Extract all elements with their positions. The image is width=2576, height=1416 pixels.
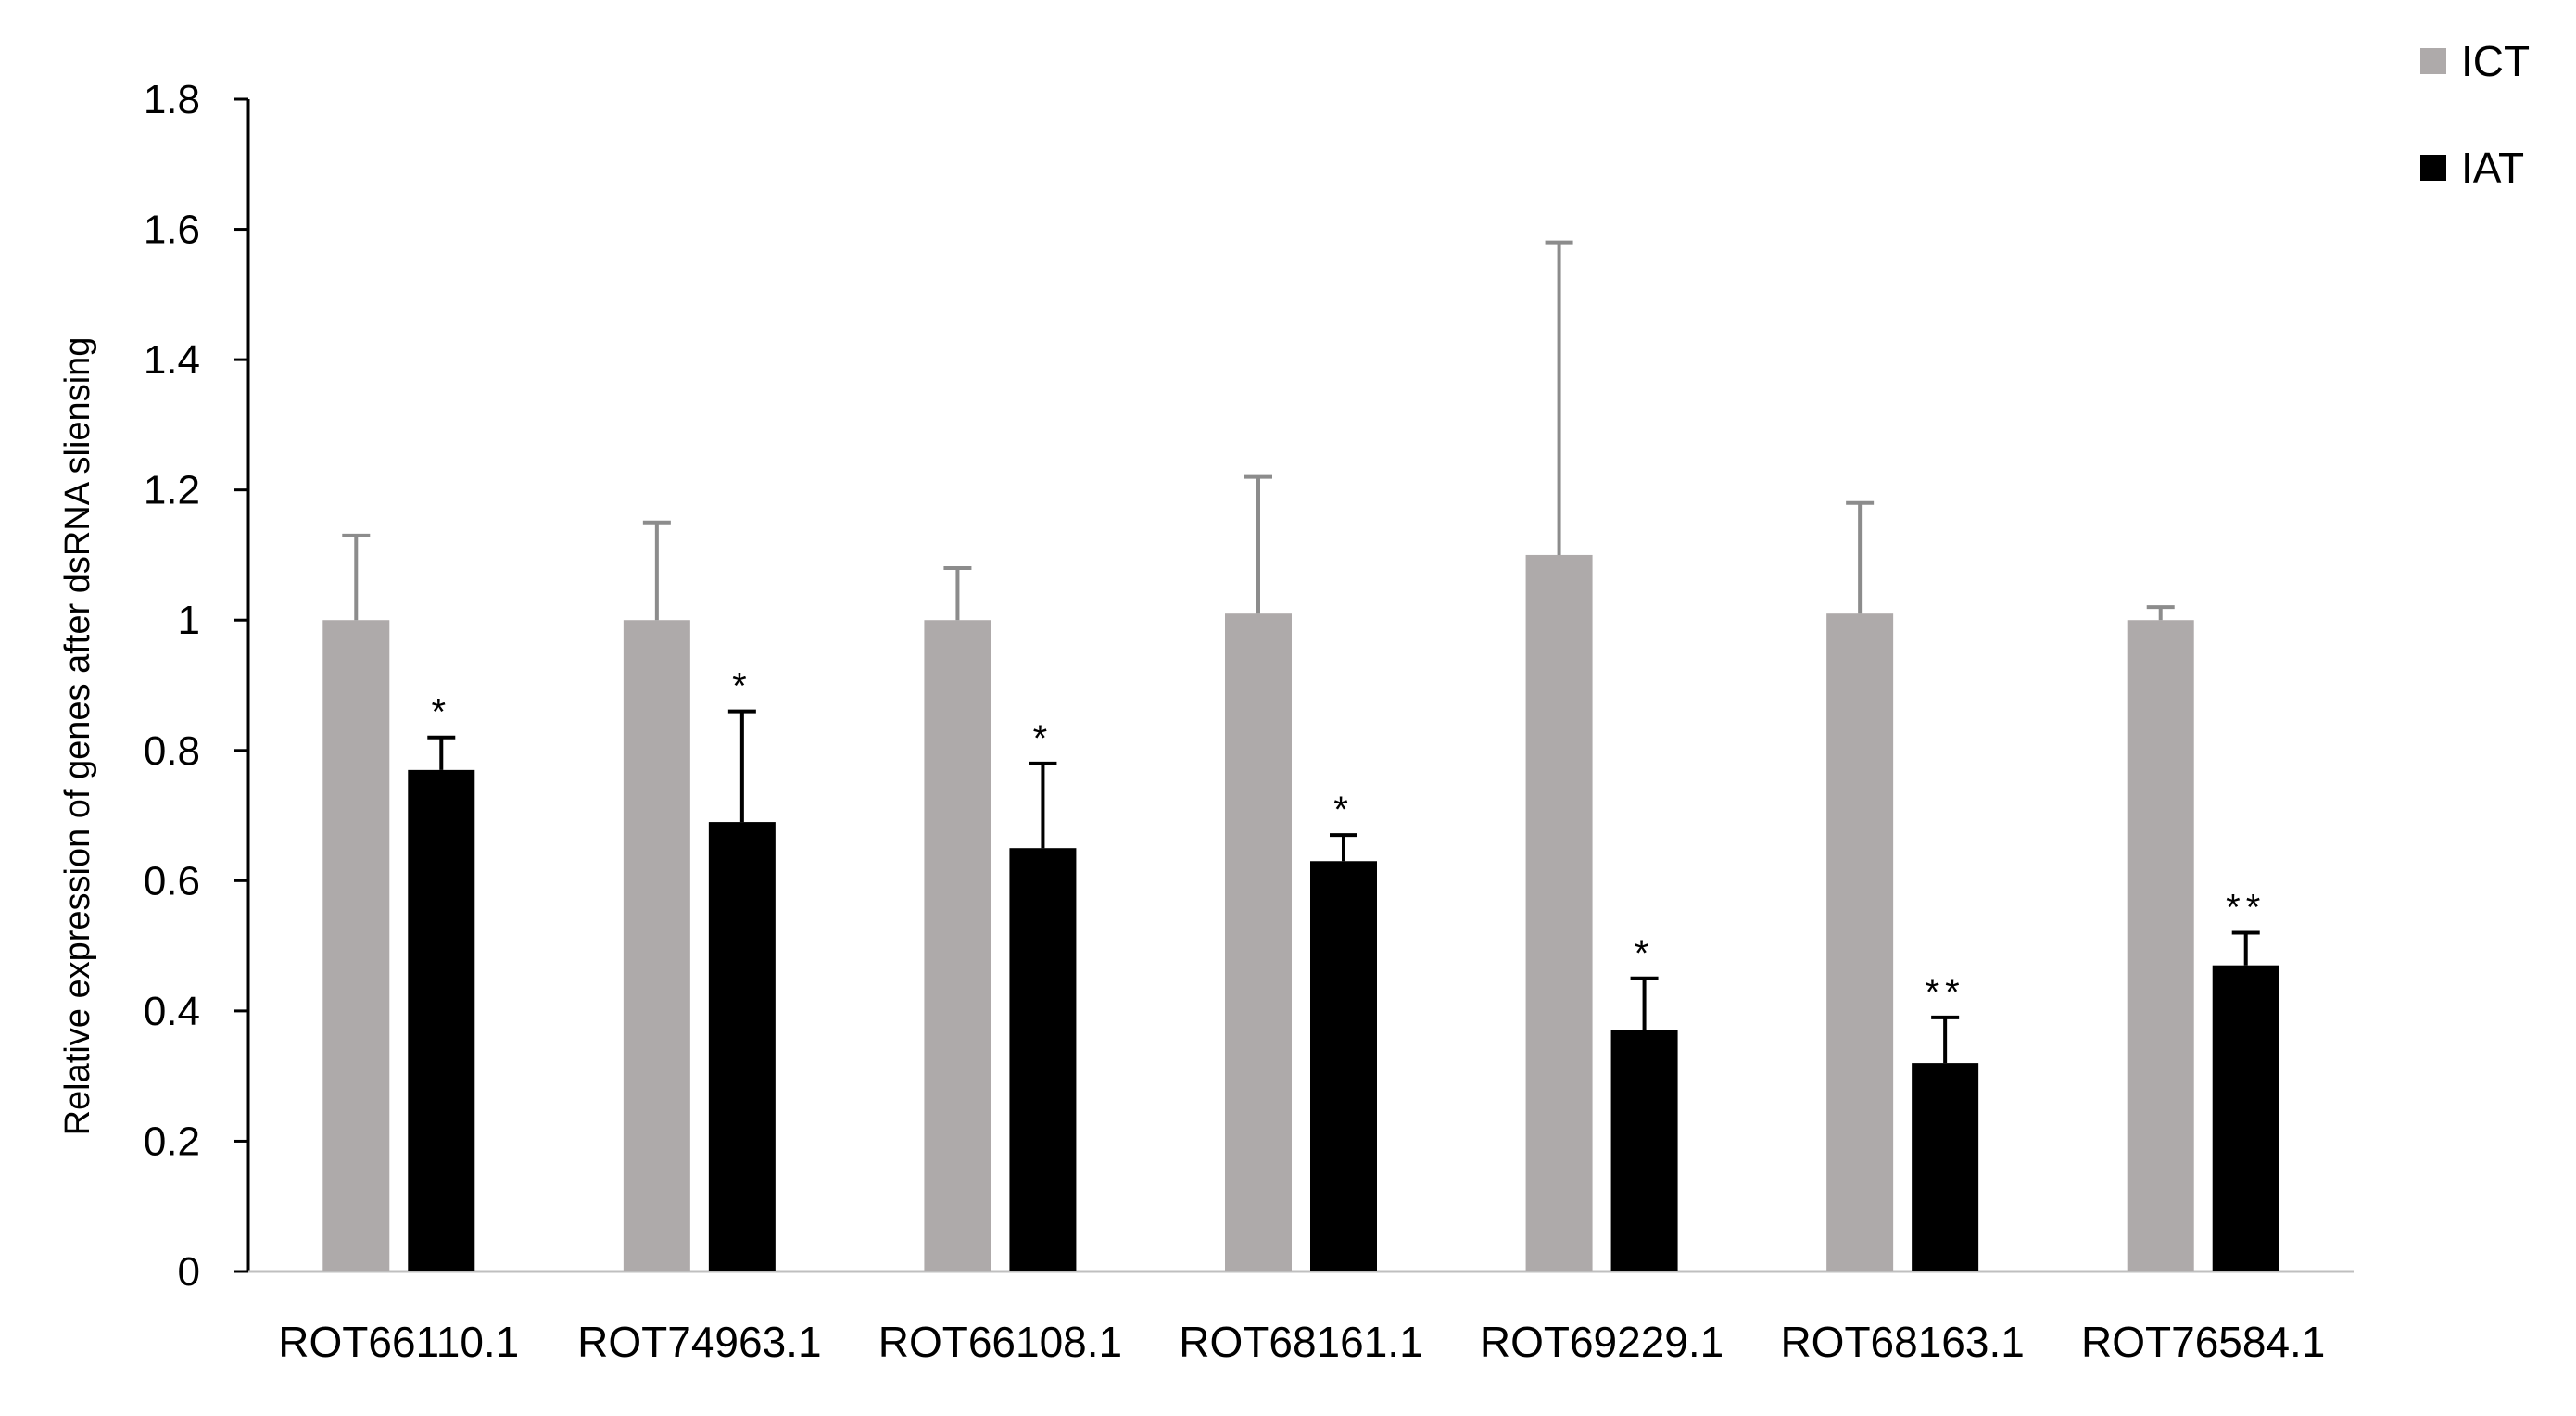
- y-tick-label: 0.4: [144, 989, 200, 1034]
- bar-iat-ROT68163.1: [1912, 1063, 1979, 1271]
- x-category-label: ROT68163.1: [1780, 1318, 2024, 1366]
- y-tick-label: 1.8: [144, 77, 200, 122]
- bar-ict-ROT68161.1: [1225, 613, 1292, 1271]
- y-tick-label: 1.2: [144, 468, 200, 513]
- y-tick-label: 0.8: [144, 728, 200, 774]
- x-category-label: ROT74963.1: [577, 1318, 821, 1366]
- bar-ict-ROT66108.1: [924, 620, 991, 1271]
- y-tick-label: 1.6: [144, 208, 200, 253]
- significance-marker: **: [1926, 972, 1965, 1013]
- bar-ict-ROT66110.1: [322, 620, 390, 1271]
- y-tick-label: 0.6: [144, 858, 200, 904]
- bar-iat-ROT68161.1: [1310, 861, 1377, 1271]
- bar-ict-ROT68163.1: [1826, 613, 1894, 1271]
- legend-label-iat: IAT: [2461, 144, 2524, 192]
- significance-marker: *: [1333, 790, 1354, 830]
- significance-marker: *: [1635, 933, 1655, 974]
- x-category-label: ROT68161.1: [1179, 1318, 1422, 1366]
- bar-iat-ROT74963.1: [708, 822, 776, 1271]
- x-category-label: ROT69229.1: [1480, 1318, 1724, 1366]
- legend-swatch-ict: [2420, 48, 2446, 74]
- bar-iat-ROT69229.1: [1610, 1030, 1678, 1271]
- legend-swatch-iat: [2420, 155, 2446, 181]
- bar-iat-ROT66110.1: [408, 769, 475, 1271]
- x-category-label: ROT76584.1: [2081, 1318, 2325, 1366]
- y-tick-label: 0: [178, 1249, 200, 1295]
- x-category-label: ROT66108.1: [878, 1318, 1122, 1366]
- bar-ict-ROT74963.1: [623, 620, 690, 1271]
- significance-marker: *: [431, 692, 451, 733]
- y-tick-label: 1: [178, 598, 200, 643]
- significance-marker: **: [2226, 888, 2266, 929]
- significance-marker: *: [732, 666, 752, 707]
- bar-ict-ROT69229.1: [1525, 554, 1593, 1271]
- legend-label-ict: ICT: [2461, 37, 2530, 85]
- y-axis-title: Relative expression of genes after dsRNA…: [58, 337, 97, 1136]
- bar-ict-ROT76584.1: [2127, 620, 2194, 1271]
- significance-marker: *: [1033, 718, 1054, 759]
- y-tick-label: 0.2: [144, 1119, 200, 1164]
- bar-iat-ROT66108.1: [1009, 848, 1077, 1271]
- y-tick-label: 1.4: [144, 337, 200, 383]
- x-category-label: ROT66110.1: [278, 1318, 519, 1366]
- bar-iat-ROT76584.1: [2212, 965, 2279, 1271]
